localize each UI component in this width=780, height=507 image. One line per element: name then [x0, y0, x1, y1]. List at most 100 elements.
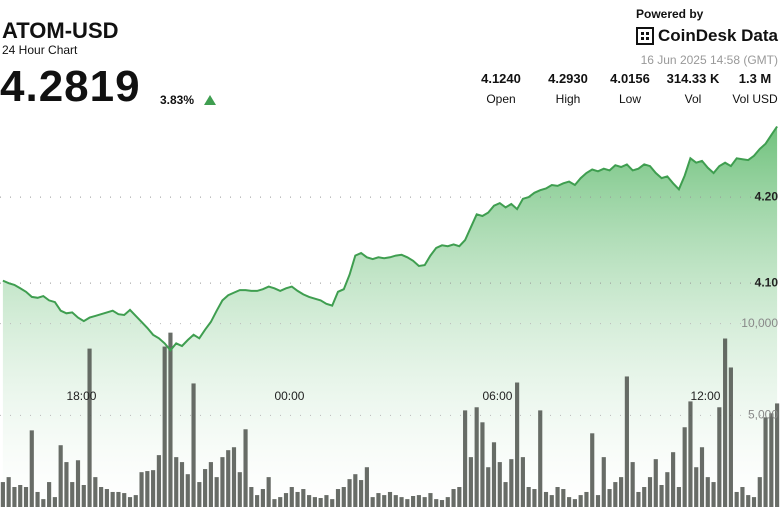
stat-value: 4.0156 [610, 71, 650, 86]
volume-bar [642, 487, 647, 507]
volume-bar [532, 489, 537, 507]
volume-bar [359, 480, 364, 507]
y-tick-label: 4.20 [755, 189, 779, 203]
volume-bar [688, 401, 693, 507]
volume-bar [434, 499, 439, 507]
volume-bar [491, 442, 497, 507]
volume-bar [35, 491, 40, 507]
volume-bar [370, 497, 375, 507]
volume-bar [503, 482, 508, 507]
stat-label: Vol [684, 92, 702, 106]
volume-bar [156, 455, 161, 507]
volume-bar [312, 497, 317, 507]
volume-bar [64, 462, 69, 507]
volume-bar [659, 485, 664, 507]
volume-bar [526, 487, 531, 507]
timestamp: 16 Jun 2025 14:58 (GMT) [640, 53, 778, 67]
volume-bar [122, 493, 127, 507]
volume-bar [197, 482, 202, 507]
volume-bar [520, 457, 525, 507]
volume-bar [18, 485, 23, 507]
volume-bar [636, 491, 641, 507]
price-area [2, 126, 778, 507]
volume-bar [133, 495, 138, 507]
volume-bar [214, 477, 219, 507]
up-arrow [204, 95, 216, 105]
volume-bar [0, 482, 5, 507]
volume-bar [272, 499, 277, 507]
volume-bar [81, 485, 86, 507]
x-tick-label: 06:00 [482, 389, 512, 403]
volume-bar [99, 487, 104, 507]
volume-bar [405, 499, 410, 507]
volume-bar [255, 495, 260, 507]
volume-bar [174, 457, 179, 507]
volume-bar [728, 367, 733, 507]
stat: 4.2930 High [533, 71, 603, 106]
subtitle: 24 Hour Chart [2, 43, 78, 57]
volume-bar [191, 383, 196, 507]
volume-bar [497, 462, 502, 507]
volume-bar [330, 499, 335, 507]
volume-bar [630, 462, 635, 507]
volume-bar [578, 495, 583, 507]
y-tick-label: 4.10 [755, 275, 779, 289]
brand-icon [636, 27, 654, 45]
volume-bar [47, 482, 52, 507]
volume-bar [474, 407, 479, 507]
volume-bar [278, 497, 283, 507]
volume-bar [439, 500, 445, 507]
volume-bar [584, 491, 589, 507]
volume-bar [480, 422, 485, 507]
brand-name: CoinDesk Data [658, 26, 778, 45]
volume-bar [457, 487, 462, 507]
volume-bar [364, 467, 369, 507]
y-tick-label: 10,000 [741, 316, 778, 330]
price-line [2, 125, 778, 352]
brand: CoinDesk Data [636, 26, 778, 46]
volume-bar [428, 493, 433, 507]
volume-bar [769, 413, 774, 507]
volume-bar [324, 495, 329, 507]
x-tick-label: 00:00 [274, 389, 304, 403]
volume-bar [486, 467, 491, 507]
stat-label: Open [486, 92, 516, 106]
stat-value: 314.33 K [666, 71, 720, 86]
volume-bar [647, 477, 653, 507]
volume-bar [711, 482, 716, 507]
volume-bar [127, 497, 133, 507]
volume-bar [757, 477, 762, 507]
volume-bar [203, 469, 208, 507]
stat: 4.0156 Low [595, 71, 665, 106]
volume-bar [110, 491, 115, 507]
volume-bar [29, 430, 34, 507]
volume-bar [179, 462, 185, 507]
volume-bar [619, 477, 624, 507]
volume-bar [682, 427, 687, 507]
volume-bar [555, 487, 560, 507]
volume-bar [75, 460, 81, 507]
stat-label: Low [618, 92, 641, 106]
volume-bar [151, 470, 156, 507]
volume-bar [538, 410, 543, 507]
volume-bar [104, 489, 109, 507]
volume-bar [295, 491, 300, 507]
volume-bar [723, 338, 728, 507]
volume-bar [699, 447, 705, 507]
stat-value: 4.1240 [481, 71, 521, 86]
volume-bar [746, 495, 751, 507]
stat: 4.1240 Open [466, 71, 536, 106]
volume-bar [399, 497, 404, 507]
volume-bar [307, 495, 312, 507]
volume-bar [590, 433, 595, 507]
volume-bar [249, 487, 254, 507]
volume-bar [220, 457, 225, 507]
powered-by: Powered by [636, 7, 704, 21]
volume-bar [301, 489, 306, 507]
volume-bar [468, 457, 473, 507]
stat: 1.3 M Vol USD [720, 71, 780, 106]
y-tick-label: 5,000 [748, 408, 778, 422]
volume-bar [237, 472, 242, 507]
stat-label: High [555, 92, 581, 106]
volume-bar [445, 497, 450, 507]
